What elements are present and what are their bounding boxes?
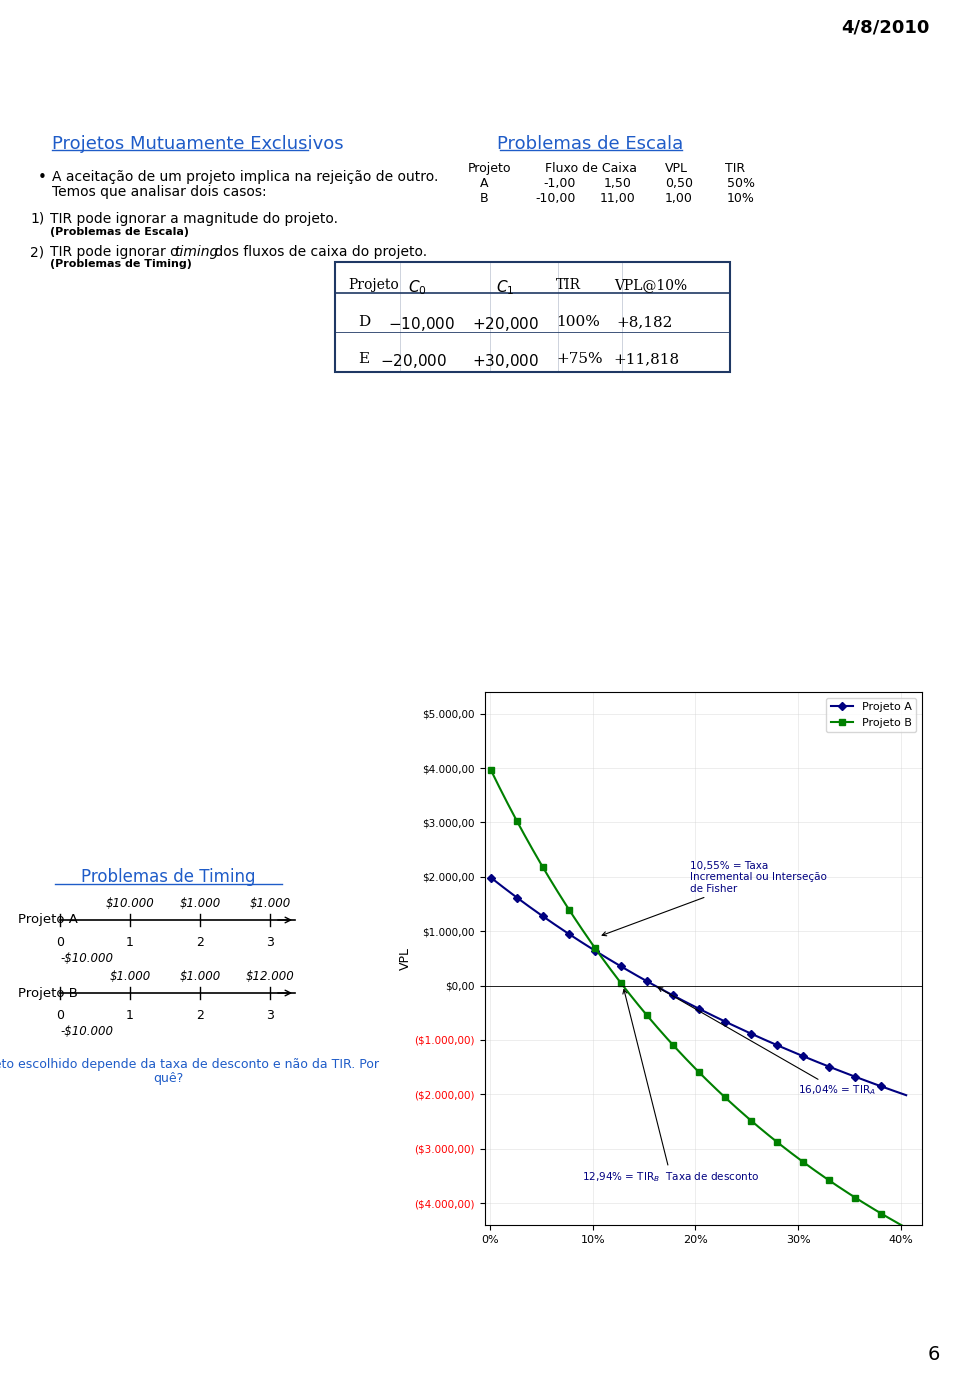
Projeto A bbox=[485, 869, 496, 886]
Text: •: • bbox=[38, 170, 47, 185]
Y-axis label: VPL: VPL bbox=[398, 947, 412, 970]
Text: $+20{,}000$: $+20{,}000$ bbox=[472, 316, 540, 334]
Text: $C_1$: $C_1$ bbox=[496, 278, 515, 296]
Projeto A bbox=[620, 960, 632, 977]
Text: 3: 3 bbox=[266, 936, 274, 949]
Projeto A bbox=[747, 1026, 758, 1042]
Text: +8,182: +8,182 bbox=[616, 316, 672, 329]
Text: 0,50: 0,50 bbox=[665, 177, 693, 190]
Text: $+30{,}000$: $+30{,}000$ bbox=[472, 352, 540, 370]
Projeto B bbox=[535, 855, 546, 872]
Text: 3: 3 bbox=[266, 1009, 274, 1021]
Text: 2: 2 bbox=[196, 936, 204, 949]
Projeto B bbox=[620, 981, 632, 998]
Text: $1.000: $1.000 bbox=[180, 970, 221, 983]
Text: $1.000: $1.000 bbox=[250, 897, 291, 911]
Projeto B bbox=[785, 1145, 797, 1161]
Line: Projeto B: Projeto B bbox=[489, 768, 909, 1230]
Text: +11,818: +11,818 bbox=[613, 352, 679, 365]
Text: $-10{,}000$: $-10{,}000$ bbox=[388, 316, 455, 334]
Text: TIR: TIR bbox=[556, 278, 581, 292]
Text: $-20{,}000$: $-20{,}000$ bbox=[380, 352, 447, 370]
Text: Projeto B: Projeto B bbox=[18, 987, 78, 999]
Text: E: E bbox=[358, 352, 370, 365]
Text: $C_0$: $C_0$ bbox=[408, 278, 427, 296]
Bar bbox=[335, 262, 730, 372]
Text: O projeto escolhido depende da taxa de desconto e não da TIR. Por: O projeto escolhido depende da taxa de d… bbox=[0, 1057, 379, 1071]
Text: 100%: 100% bbox=[556, 316, 600, 329]
Text: quê?: quê? bbox=[153, 1073, 183, 1085]
Text: -$10.000: -$10.000 bbox=[60, 952, 113, 965]
Text: Fluxo de Caixa: Fluxo de Caixa bbox=[545, 162, 637, 174]
Text: A aceitação de um projeto implica na rejeição de outro.: A aceitação de um projeto implica na rej… bbox=[52, 170, 439, 184]
Projeto A bbox=[900, 1086, 912, 1103]
Text: 0: 0 bbox=[56, 936, 64, 949]
Text: TIR: TIR bbox=[725, 162, 745, 174]
Text: 0: 0 bbox=[56, 1009, 64, 1021]
Text: 1: 1 bbox=[126, 936, 134, 949]
Text: -1,00: -1,00 bbox=[543, 177, 575, 190]
Line: Projeto A: Projeto A bbox=[489, 875, 909, 1098]
Text: +75%: +75% bbox=[556, 352, 603, 365]
Projeto A bbox=[785, 1042, 797, 1059]
Projeto B bbox=[787, 1146, 799, 1163]
Text: Projeto: Projeto bbox=[468, 162, 512, 174]
Text: Problemas de Escala: Problemas de Escala bbox=[497, 136, 684, 154]
Legend: Projeto A, Projeto B: Projeto A, Projeto B bbox=[827, 698, 916, 732]
Text: A: A bbox=[480, 177, 489, 190]
Text: TIR pode ignorar a magnitude do projeto.: TIR pode ignorar a magnitude do projeto. bbox=[50, 212, 338, 226]
Text: 1: 1 bbox=[126, 1009, 134, 1021]
Text: 2): 2) bbox=[30, 245, 44, 259]
Text: Projetos Mutuamente Exclusivos: Projetos Mutuamente Exclusivos bbox=[52, 136, 344, 154]
Text: $12.000: $12.000 bbox=[246, 970, 295, 983]
Projeto B bbox=[747, 1113, 758, 1129]
Projeto B bbox=[485, 763, 496, 779]
Text: 4/8/2010: 4/8/2010 bbox=[842, 18, 930, 36]
Text: 16,04% = TIR$_A$: 16,04% = TIR$_A$ bbox=[659, 988, 876, 1098]
Text: -10,00: -10,00 bbox=[535, 192, 575, 205]
Text: 10,55% = Taxa
Incremental ou Interseção
de Fisher: 10,55% = Taxa Incremental ou Interseção … bbox=[602, 861, 828, 936]
Text: Projeto A: Projeto A bbox=[18, 913, 78, 926]
Text: VPL: VPL bbox=[665, 162, 688, 174]
Text: timing: timing bbox=[174, 245, 218, 259]
Text: dos fluxos de caixa do projeto.: dos fluxos de caixa do projeto. bbox=[210, 245, 427, 259]
Text: Temos que analisar dois casos:: Temos que analisar dois casos: bbox=[52, 185, 267, 199]
Projeto B bbox=[900, 1219, 912, 1236]
Projeto B bbox=[650, 1017, 661, 1034]
Text: 11,00: 11,00 bbox=[600, 192, 636, 205]
Text: 2: 2 bbox=[196, 1009, 204, 1021]
Text: Projeto: Projeto bbox=[348, 278, 398, 292]
Text: 12,94% = TIR$_B$  Taxa de desconto: 12,94% = TIR$_B$ Taxa de desconto bbox=[583, 990, 759, 1185]
Text: (Problemas de Escala): (Problemas de Escala) bbox=[50, 227, 189, 237]
Text: $1.000: $1.000 bbox=[109, 970, 151, 983]
Text: D: D bbox=[358, 316, 371, 329]
Text: Problemas de Timing: Problemas de Timing bbox=[81, 868, 255, 886]
Text: 1,50: 1,50 bbox=[604, 177, 632, 190]
Text: 1): 1) bbox=[30, 212, 44, 226]
Text: TIR pode ignorar o: TIR pode ignorar o bbox=[50, 245, 183, 259]
Text: 50%: 50% bbox=[727, 177, 755, 190]
Text: 6: 6 bbox=[927, 1345, 940, 1365]
Projeto A bbox=[535, 907, 546, 923]
Text: $1.000: $1.000 bbox=[180, 897, 221, 911]
Text: Problemas de Timing: Problemas de Timing bbox=[623, 868, 797, 886]
Text: -$10.000: -$10.000 bbox=[60, 1026, 113, 1038]
Projeto A bbox=[650, 977, 661, 994]
Projeto A bbox=[787, 1044, 799, 1060]
Text: 1,00: 1,00 bbox=[665, 192, 693, 205]
Text: 10%: 10% bbox=[727, 192, 755, 205]
Text: B: B bbox=[480, 192, 489, 205]
Text: VPL@10%: VPL@10% bbox=[614, 278, 687, 292]
Text: $10.000: $10.000 bbox=[106, 897, 155, 911]
Text: (Problemas de Timing): (Problemas de Timing) bbox=[50, 259, 192, 268]
